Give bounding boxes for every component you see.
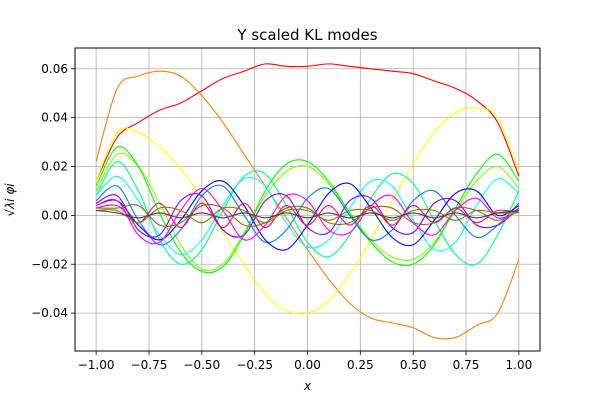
series-line-12 (96, 203, 520, 228)
x-tick-label: −0.50 (183, 358, 220, 372)
series-line-2 (95, 107, 520, 315)
chart-title: Y scaled KL modes (236, 26, 377, 44)
x-tick-label: −1.00 (78, 358, 115, 372)
x-tick-label: 0.50 (400, 358, 427, 372)
x-tick-label: 1.00 (506, 358, 533, 372)
x-tick-label: 0.25 (347, 358, 374, 372)
y-tick-label: 0.06 (41, 62, 68, 76)
series-line-6 (95, 175, 520, 256)
series-line-1 (95, 70, 520, 340)
x-axis-label: x (303, 379, 312, 393)
series-line-14 (96, 209, 519, 219)
y-tick-label: 0.02 (41, 160, 68, 174)
series-line-4 (95, 145, 520, 274)
series-line-7 (95, 184, 520, 246)
y-axis-ticks: −0.04 −0.02 0.00 0.02 0.04 0.06 (31, 62, 75, 320)
x-tick-label: 0.00 (294, 358, 321, 372)
series-line-13 (96, 206, 519, 224)
y-tick-label: 0.04 (41, 111, 68, 125)
y-tick-label: −0.02 (31, 257, 68, 271)
x-tick-label: −0.75 (131, 358, 168, 372)
y-axis-label: √λi φi (3, 183, 17, 217)
y-tick-label: −0.04 (31, 306, 68, 320)
series-line-5 (95, 161, 520, 266)
x-axis-ticks: −1.00 −0.75 −0.50 −0.25 0.00 0.25 0.50 0.75 1.00 (78, 351, 532, 372)
series-group (95, 63, 520, 340)
x-tick-label: −0.25 (236, 358, 273, 372)
y-tick-label: 0.00 (41, 208, 68, 222)
series-line-0 (95, 63, 520, 182)
x-tick-label: 0.75 (453, 358, 480, 372)
